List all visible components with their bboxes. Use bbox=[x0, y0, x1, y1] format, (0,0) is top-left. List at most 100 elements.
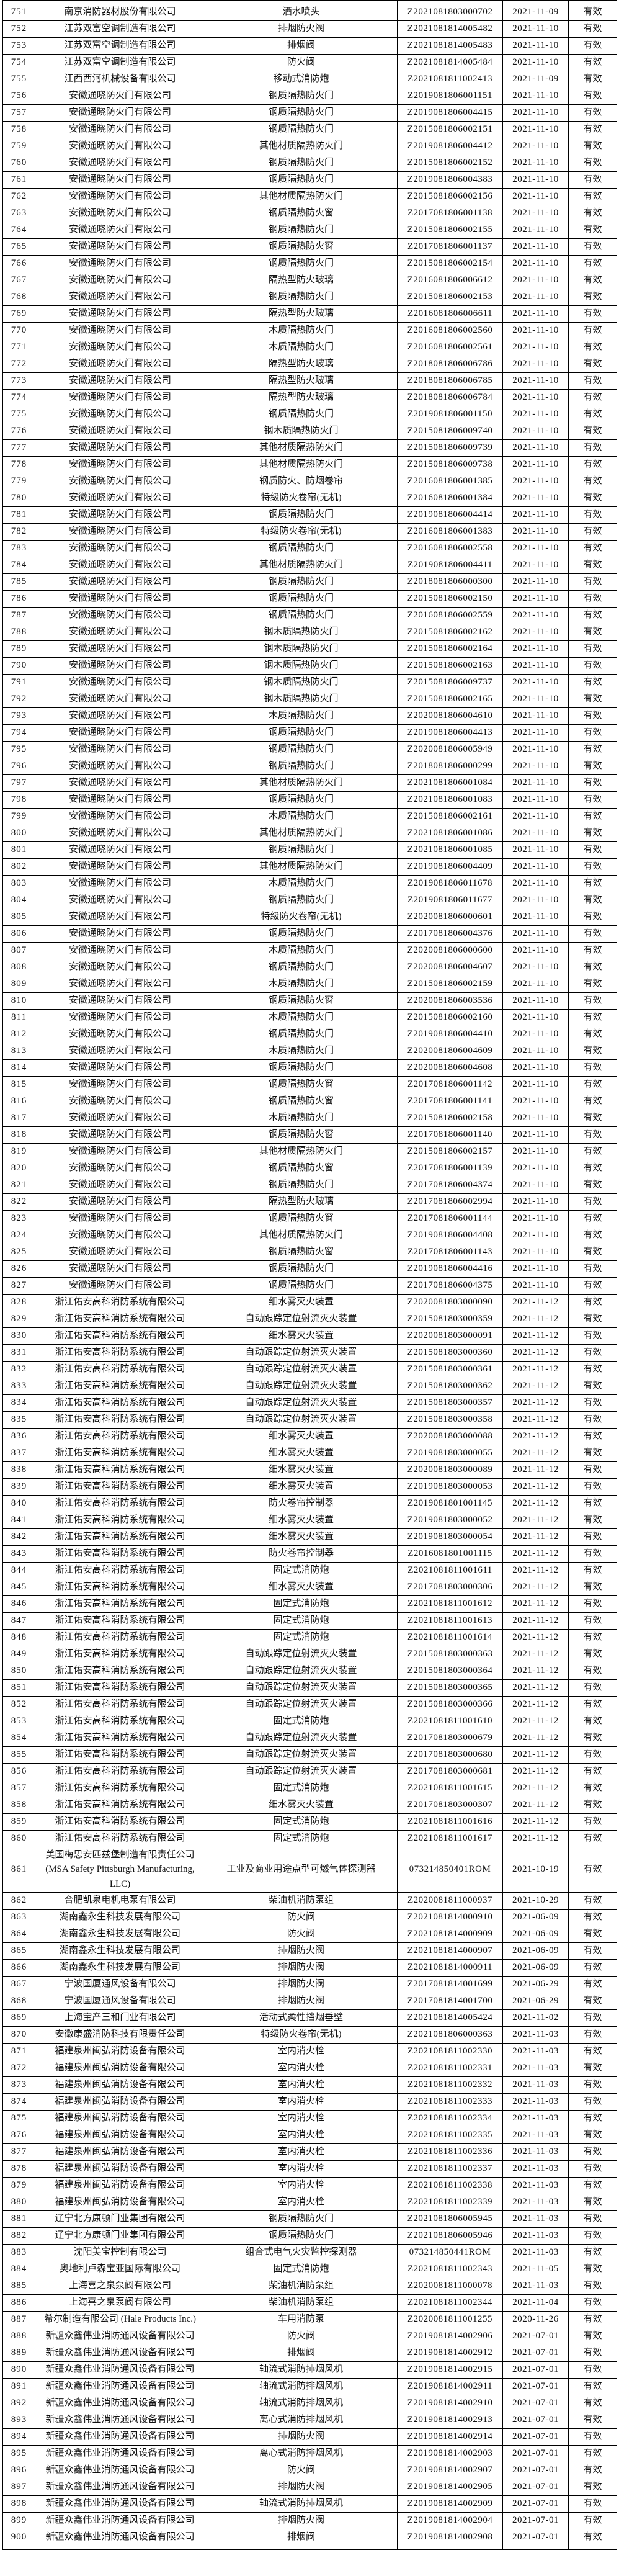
cell-row-number: 793 bbox=[2, 707, 35, 725]
cell-product-name: 其他材质隔热防火门 bbox=[205, 1227, 398, 1244]
cell-status: 有效 bbox=[568, 2310, 617, 2328]
cell-status: 有效 bbox=[568, 2411, 617, 2429]
cell-certificate-number: Z2019081806001151 bbox=[397, 88, 503, 105]
cell-product-name: 固定式消防炮 bbox=[205, 1629, 398, 1646]
cell-row-number: 804 bbox=[2, 892, 35, 909]
table-row: 809 安徽通晓防火门有限公司 木质隔热防火门 Z2015081806002159 20… bbox=[2, 976, 617, 993]
table-row: 786 安徽通晓防火门有限公司 钢质隔热防火门 Z2015081806002150 20… bbox=[2, 590, 617, 608]
cell-row-number: 820 bbox=[2, 1160, 35, 1177]
table-row: 899 新疆众鑫伟业消防通风设备有限公司 排烟防火阀 Z201908181400290… bbox=[2, 2511, 617, 2529]
cell-issue-date: 2021-11-10 bbox=[502, 1193, 569, 1211]
cell-status: 有效 bbox=[568, 138, 617, 155]
cell-status: 有效 bbox=[568, 2193, 617, 2211]
cell-company-name: 安徽通晓防火门有限公司 bbox=[35, 1026, 205, 1043]
cell-issue-date: 2021-11-10 bbox=[502, 707, 569, 725]
table-row: 768 安徽通晓防火门有限公司 钢质隔热防火门 Z2015081806002153 20… bbox=[2, 289, 617, 306]
cell-company-name: 浙江佑安高科消防系统有限公司 bbox=[35, 1579, 205, 1596]
cell-issue-date: 2021-11-03 bbox=[502, 2210, 569, 2228]
cell-issue-date: 2021-11-10 bbox=[502, 1227, 569, 1244]
cell-status: 有效 bbox=[568, 1260, 617, 1278]
cell-issue-date: 2021-11-10 bbox=[502, 289, 569, 306]
cell-issue-date: 2021-11-10 bbox=[502, 255, 569, 272]
table-row: 882 辽宁北方康顿门业集团有限公司 钢质隔热防火门 Z202108180600594… bbox=[2, 2227, 617, 2245]
table-row: 886 上海喜之泉泵阀有限公司 柴油机消防泵组 Z2021081811002344 20… bbox=[2, 2294, 617, 2312]
cell-issue-date: 2021-11-10 bbox=[502, 1277, 569, 1295]
cell-company-name: 安徽通晓防火门有限公司 bbox=[35, 1043, 205, 1060]
table-row: 879 福建泉州闽弘消防设备有限公司 室内消火栓 Z2021081811002338 2… bbox=[2, 2176, 617, 2194]
cell-row-number: 819 bbox=[2, 1143, 35, 1160]
cell-status: 有效 bbox=[568, 1908, 617, 1926]
cell-issue-date: 2021-11-12 bbox=[502, 1545, 569, 1563]
cell-product-name: 其他材质隔热防火门 bbox=[205, 774, 398, 792]
cell-product-name: 钢木质隔热防火门 bbox=[205, 423, 398, 440]
cell-certificate-number: Z2019081806004410 bbox=[397, 1026, 503, 1043]
cell-row-number: 864 bbox=[2, 1925, 35, 1943]
cell-company-name: 安徽通晓防火门有限公司 bbox=[35, 272, 205, 289]
table-row: 781 安徽通晓防火门有限公司 钢质隔热防火门 Z2019081806004414 20… bbox=[2, 506, 617, 524]
cell-issue-date: 2021-06-09 bbox=[502, 1942, 569, 1960]
cell-certificate-number: Z2021081811001610 bbox=[397, 1713, 503, 1730]
table-row: 785 安徽通晓防火门有限公司 钢质隔热防火门 Z2018081806000300 20… bbox=[2, 573, 617, 591]
cell-product-name: 轴流式消防排烟风机 bbox=[205, 2495, 398, 2513]
cell-status: 有效 bbox=[568, 640, 617, 658]
cell-status: 有效 bbox=[568, 791, 617, 809]
cell-issue-date: 2021-11-10 bbox=[502, 858, 569, 876]
cell-status: 有效 bbox=[568, 1227, 617, 1244]
cell-status: 有效 bbox=[568, 1076, 617, 1093]
cell-certificate-number: Z2019081814002913 bbox=[397, 2411, 503, 2429]
cell-certificate-number: Z2015081806002165 bbox=[397, 691, 503, 708]
cell-certificate-number: Z2016081806001384 bbox=[397, 490, 503, 507]
cell-empty bbox=[502, 2545, 569, 2550]
cell-certificate-number: Z2015081806002154 bbox=[397, 255, 503, 272]
cell-issue-date: 2021-11-10 bbox=[502, 1244, 569, 1261]
cell-status: 有效 bbox=[568, 1780, 617, 1797]
cell-status: 有效 bbox=[568, 1093, 617, 1110]
cell-company-name: 安徽通晓防火门有限公司 bbox=[35, 305, 205, 323]
cell-status: 有效 bbox=[568, 1478, 617, 1496]
cell-product-name: 其他材质隔热防火门 bbox=[205, 825, 398, 842]
cell-product-name: 柴油机消防泵组 bbox=[205, 1892, 398, 1910]
cell-product-name: 排烟防火阀 bbox=[205, 20, 398, 38]
cell-issue-date: 2021-11-12 bbox=[502, 1344, 569, 1362]
cell-issue-date: 2021-11-12 bbox=[502, 1327, 569, 1345]
cell-certificate-number: Z2021081811001613 bbox=[397, 1612, 503, 1630]
cell-company-name: 浙江佑安高科消防系统有限公司 bbox=[35, 1294, 205, 1311]
cell-product-name: 特级防火卷帘(无机) bbox=[205, 490, 398, 507]
cell-status: 有效 bbox=[568, 1143, 617, 1160]
cell-company-name: 安徽通晓防火门有限公司 bbox=[35, 238, 205, 256]
cell-certificate-number: Z2016081806002558 bbox=[397, 540, 503, 557]
cell-issue-date: 2021-07-01 bbox=[502, 2411, 569, 2429]
cell-certificate-number: Z2015081806002156 bbox=[397, 188, 503, 205]
cell-row-number: 778 bbox=[2, 456, 35, 473]
cell-status: 有效 bbox=[568, 1713, 617, 1730]
cell-issue-date: 2021-11-10 bbox=[502, 1043, 569, 1060]
table-row: 775 安徽通晓防火门有限公司 钢质隔热防火门 Z2019081806001150 20… bbox=[2, 406, 617, 423]
cell-issue-date: 2021-11-10 bbox=[502, 674, 569, 691]
cell-row-number: 867 bbox=[2, 1975, 35, 1993]
cell-company-name: 安徽通晓防火门有限公司 bbox=[35, 573, 205, 591]
cell-company-name: 安徽通晓防火门有限公司 bbox=[35, 222, 205, 239]
cell-row-number: 803 bbox=[2, 875, 35, 892]
cell-product-name: 防火阀 bbox=[205, 2461, 398, 2479]
cell-product-name: 防火阀 bbox=[205, 54, 398, 71]
cell-certificate-number: Z2019081803000053 bbox=[397, 1478, 503, 1496]
cell-status: 有效 bbox=[568, 1126, 617, 1144]
table-row: 813 安徽通晓防火门有限公司 木质隔热防火门 Z2020081806004609 20… bbox=[2, 1043, 617, 1060]
cell-issue-date: 2021-11-10 bbox=[502, 222, 569, 239]
table-row: 776 安徽通晓防火门有限公司 钢木质隔热防火门 Z2015081806009740 2… bbox=[2, 423, 617, 440]
table-row: 757 安徽通晓防火门有限公司 钢质隔热防火门 Z2019081806004415 20… bbox=[2, 104, 617, 122]
table-row: 770 安徽通晓防火门有限公司 木质隔热防火门 Z2016081806002560 20… bbox=[2, 322, 617, 339]
cell-certificate-number: Z2015081803000361 bbox=[397, 1361, 503, 1378]
table-row: 796 安徽通晓防火门有限公司 钢质隔热防火门 Z2018081806000299 20… bbox=[2, 758, 617, 775]
cell-certificate-number: Z2021081806005946 bbox=[397, 2227, 503, 2245]
cell-status: 有效 bbox=[568, 523, 617, 541]
cell-company-name: 浙江佑安高科消防系统有限公司 bbox=[35, 1746, 205, 1764]
table-row: 789 安徽通晓防火门有限公司 钢木质隔热防火门 Z2015081806002164 2… bbox=[2, 640, 617, 658]
cell-product-name: 活动式柔性挡烟垂壁 bbox=[205, 2009, 398, 2027]
cell-company-name: 福建泉州闽弘消防设备有限公司 bbox=[35, 2176, 205, 2194]
cell-row-number: 781 bbox=[2, 506, 35, 524]
cell-issue-date: 2021-11-12 bbox=[502, 1478, 569, 1496]
cell-issue-date: 2021-11-10 bbox=[502, 406, 569, 423]
cell-company-name: 安徽通晓防火门有限公司 bbox=[35, 406, 205, 423]
cell-issue-date: 2021-06-29 bbox=[502, 1975, 569, 1993]
